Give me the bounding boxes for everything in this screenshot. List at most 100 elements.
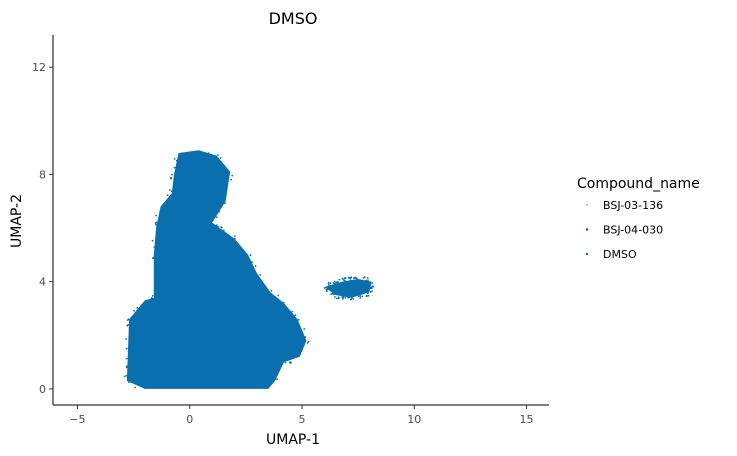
data-point [230, 178, 233, 181]
data-point [341, 277, 344, 280]
data-point [127, 323, 130, 326]
data-point [350, 298, 353, 300]
data-point [366, 276, 369, 279]
data-point [251, 261, 254, 264]
x-tick-label: 15 [520, 413, 534, 426]
data-point [234, 238, 236, 240]
data-point [217, 225, 220, 228]
data-point [215, 216, 218, 219]
y-tick-label: 12 [32, 61, 46, 74]
data-point [353, 276, 356, 279]
data-point [168, 189, 171, 191]
data-point [249, 254, 252, 257]
data-point [215, 224, 218, 227]
data-point [333, 282, 335, 285]
data-point [334, 296, 336, 298]
data-point [220, 226, 223, 229]
data-point [217, 154, 219, 157]
data-point [175, 159, 178, 162]
data-point [357, 295, 360, 298]
data-point [367, 279, 369, 281]
data-point [341, 295, 344, 298]
legend-key [585, 228, 589, 231]
data-point [327, 281, 330, 284]
data-point [284, 361, 287, 364]
data-point [277, 294, 280, 297]
data-point [155, 223, 157, 226]
data-point [329, 282, 332, 284]
data-point [370, 286, 373, 289]
data-point [276, 378, 278, 381]
data-point [166, 194, 169, 197]
data-point [344, 277, 347, 279]
data-point [259, 274, 261, 276]
data-point [303, 328, 306, 330]
data-point [133, 309, 136, 312]
data-point [342, 279, 345, 281]
data-point [352, 298, 355, 300]
data-point [338, 278, 341, 281]
data-point [171, 173, 173, 176]
data-point [335, 297, 338, 300]
data-point [207, 152, 210, 155]
x-tick-label: 10 [407, 413, 421, 426]
data-point [372, 285, 375, 288]
data-point [173, 166, 176, 169]
data-point [347, 296, 350, 299]
y-axis-title: UMAP-2 [9, 194, 25, 248]
data-point [337, 281, 339, 283]
data-point [350, 276, 352, 279]
data-point [332, 293, 335, 296]
data-point [222, 229, 225, 232]
x-tick-label: 0 [186, 413, 193, 426]
data-point [173, 158, 176, 160]
data-point [128, 381, 130, 384]
data-point [291, 310, 293, 313]
chart-title: DMSO [269, 9, 318, 28]
data-point [125, 347, 128, 350]
cluster-main-body [126, 150, 307, 389]
data-point [151, 295, 154, 297]
x-tick-label: −5 [69, 413, 85, 426]
data-point [333, 280, 336, 283]
data-point [334, 282, 337, 284]
data-point [150, 297, 153, 299]
data-point [371, 282, 374, 284]
legend-title: Compound_name [577, 176, 700, 192]
data-point [348, 277, 350, 279]
data-point [170, 190, 173, 193]
data-point [366, 292, 369, 295]
y-ticks: 0 4 8 12 [32, 61, 53, 396]
data-point [152, 256, 155, 259]
data-point [323, 287, 326, 289]
data-point [125, 365, 128, 367]
data-point [231, 174, 234, 177]
data-point [123, 375, 126, 378]
data-point [349, 279, 352, 281]
data-point [294, 314, 297, 316]
data-point [270, 290, 273, 292]
legend-label: DMSO [603, 248, 637, 261]
data-point [233, 235, 236, 238]
data-point [219, 157, 222, 159]
data-point [361, 295, 364, 298]
data-point [331, 293, 333, 295]
legend-key [585, 252, 589, 256]
data-point [369, 290, 372, 293]
x-tick-label: 5 [299, 413, 306, 426]
data-point [351, 296, 353, 299]
data-point [367, 294, 370, 297]
legend-key [585, 203, 589, 207]
data-point [307, 340, 310, 343]
axes [52, 35, 549, 406]
data-point [342, 297, 344, 299]
data-point [155, 214, 158, 217]
data-point [125, 338, 127, 340]
data-point [359, 295, 362, 297]
legend: Compound_name BSJ-03-136 BSJ-04-030 DMSO [577, 176, 700, 261]
data-point [134, 386, 137, 389]
y-tick-label: 8 [39, 168, 46, 181]
data-point [154, 222, 157, 225]
legend-label: BSJ-04-030 [603, 224, 663, 237]
